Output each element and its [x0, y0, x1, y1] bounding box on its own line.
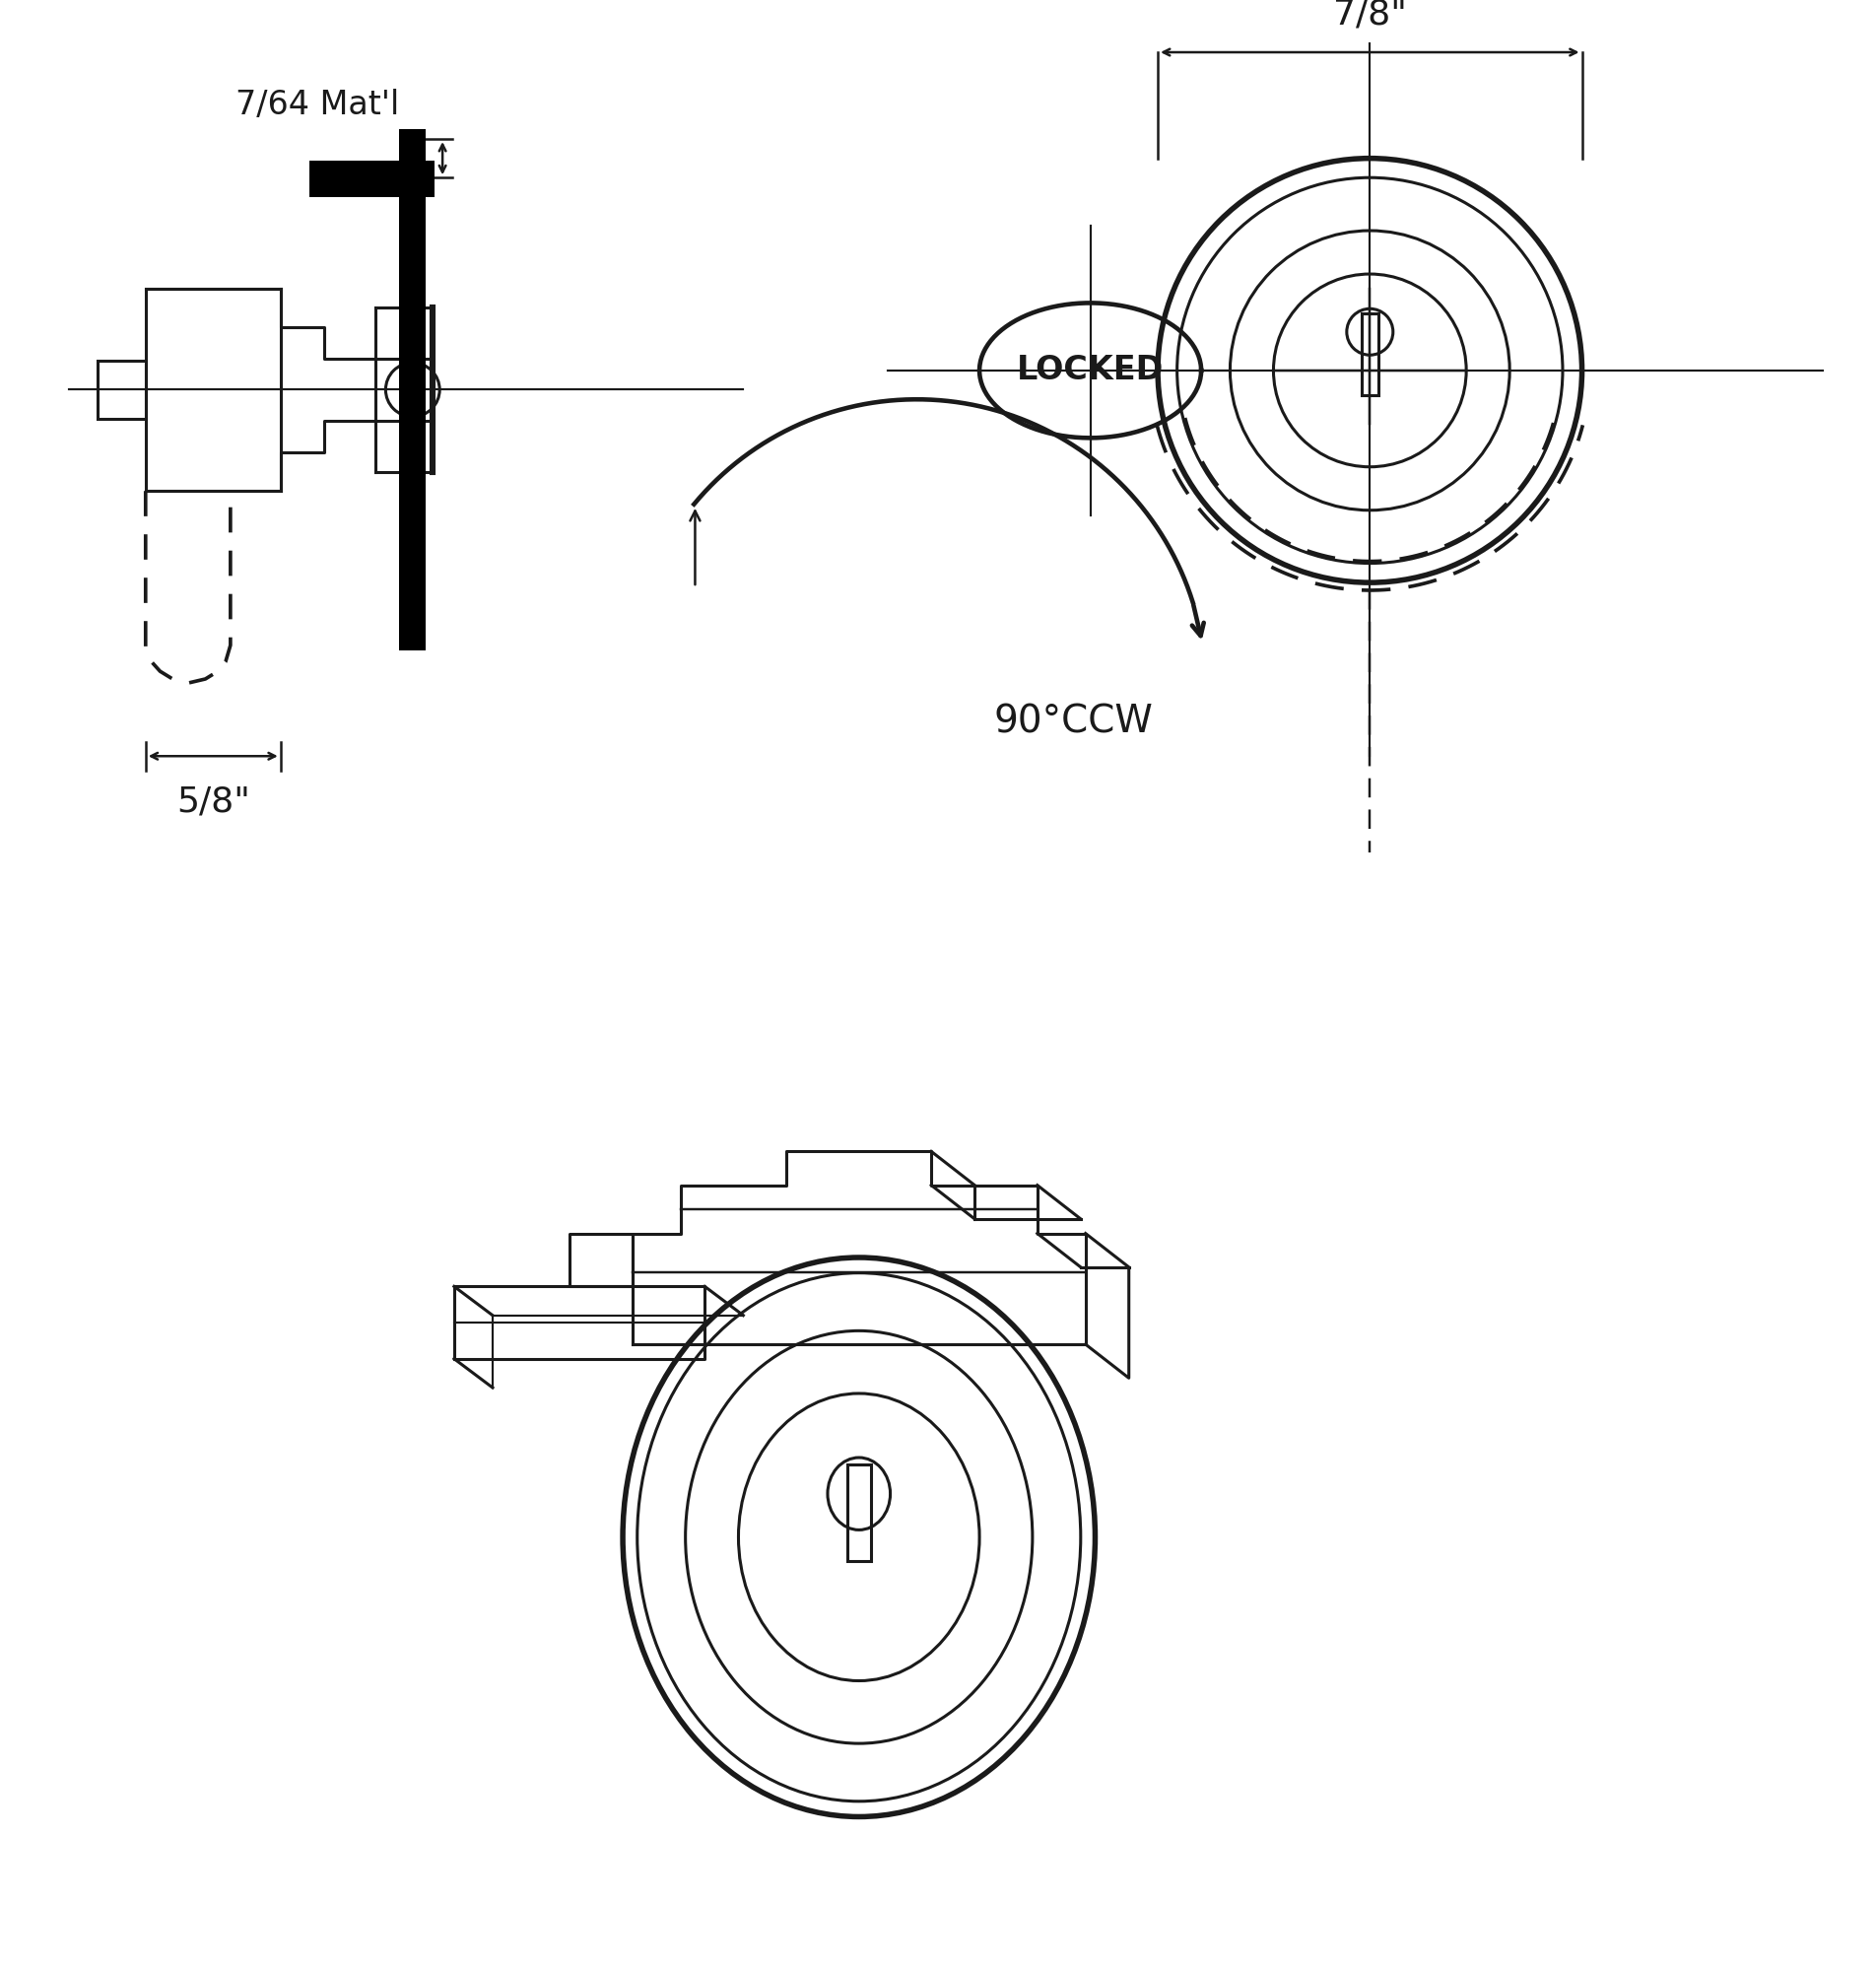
Text: 7/64 Mat'l: 7/64 Mat'l [234, 89, 400, 122]
Bar [400, 130, 426, 650]
Text: 7/8": 7/8" [1334, 0, 1407, 32]
Bar [310, 160, 435, 197]
Text: 90°CCW: 90°CCW [994, 704, 1154, 741]
Text: LOCKED: LOCKED [1017, 355, 1163, 386]
Bar [848, 1464, 870, 1561]
Text: 5/8": 5/8" [176, 784, 250, 818]
Bar [1362, 313, 1379, 394]
Bar [146, 288, 281, 491]
Bar [98, 361, 146, 418]
